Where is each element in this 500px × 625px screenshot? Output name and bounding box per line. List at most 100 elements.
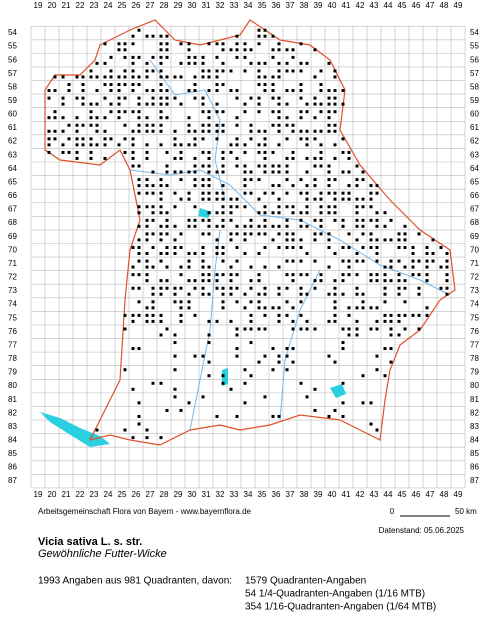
record-dot: [187, 279, 191, 283]
record-dot: [215, 129, 219, 133]
record-dot: [61, 102, 65, 106]
record-dot: [305, 211, 309, 215]
record-dot: [431, 259, 435, 263]
record-dot: [75, 96, 79, 100]
record-dot: [389, 265, 393, 269]
record-dot: [145, 102, 149, 106]
record-dot: [271, 123, 275, 127]
record-dot: [403, 232, 407, 236]
record-dot: [305, 184, 309, 188]
record-dot: [285, 259, 289, 263]
record-dot: [81, 123, 85, 127]
record-dot: [131, 273, 135, 277]
record-dot: [159, 61, 163, 65]
record-dot: [257, 211, 261, 215]
record-dot: [179, 170, 183, 174]
record-dot: [305, 143, 309, 147]
record-dot: [159, 83, 163, 87]
record-dot: [215, 42, 219, 46]
column-label: 30: [188, 1, 197, 10]
record-dot: [201, 96, 205, 100]
species-name: Vicia sativa L. s. str.: [38, 536, 142, 548]
record-dot: [243, 327, 247, 331]
record-dot: [159, 110, 163, 114]
record-dot: [151, 211, 155, 215]
record-dot: [299, 218, 303, 222]
row-label: 80: [8, 381, 17, 390]
column-label: 37: [286, 490, 295, 499]
record-dot: [355, 164, 359, 168]
record-dot: [173, 245, 177, 249]
column-label: 29: [174, 1, 183, 10]
record-dot: [327, 170, 331, 174]
record-dot: [207, 218, 211, 222]
record-dot: [243, 55, 247, 59]
record-dot: [201, 286, 205, 290]
record-dot: [285, 286, 289, 290]
row-label: 70: [8, 245, 17, 254]
record-dot: [137, 211, 141, 215]
record-dot: [333, 319, 337, 323]
record-dot: [145, 265, 149, 269]
record-dot: [327, 414, 331, 418]
record-dot: [207, 75, 211, 79]
record-dot: [333, 69, 337, 73]
record-dot: [165, 211, 169, 215]
record-dot: [341, 341, 345, 345]
record-dot: [151, 313, 155, 317]
record-dot: [375, 251, 379, 255]
record-dot: [291, 360, 295, 364]
record-dot: [151, 232, 155, 236]
record-dot: [151, 96, 155, 100]
record-dot: [291, 259, 295, 263]
record-dot: [403, 313, 407, 317]
record-dot: [201, 164, 205, 168]
record-dot: [271, 238, 275, 242]
record-dot: [243, 205, 247, 209]
common-name: Gewöhnliche Futter-Wicke: [38, 548, 167, 560]
record-dot: [299, 191, 303, 195]
record-dot: [47, 116, 51, 120]
record-dot: [165, 218, 169, 222]
record-dot: [327, 129, 331, 133]
record-dot: [313, 408, 317, 412]
record-dot: [431, 238, 435, 242]
record-dot: [341, 273, 345, 277]
record-dot: [131, 286, 135, 290]
record-dot: [159, 319, 163, 323]
record-dot: [355, 238, 359, 242]
record-dot: [215, 251, 219, 255]
record-dot: [137, 123, 141, 127]
record-dot: [173, 333, 177, 337]
record-dot: [151, 292, 155, 296]
scale-end: 50 km: [455, 507, 477, 516]
record-dot: [75, 150, 79, 154]
record-dot: [291, 205, 295, 209]
record-dot: [355, 205, 359, 209]
row-label: 65: [470, 177, 479, 186]
record-dot: [137, 224, 141, 228]
record-dot: [221, 197, 225, 201]
record-dot: [383, 313, 387, 317]
record-dot: [257, 83, 261, 87]
record-dot: [215, 191, 219, 195]
record-dot: [215, 102, 219, 106]
record-dot: [47, 89, 51, 93]
record-dot: [207, 273, 211, 277]
record-dot: [369, 238, 373, 242]
record-dot: [291, 273, 295, 277]
record-dot: [319, 83, 323, 87]
record-dot: [221, 205, 225, 209]
record-dot: [417, 232, 421, 236]
record-dot: [313, 178, 317, 182]
record-dot: [369, 306, 373, 310]
record-dot: [285, 191, 289, 195]
row-label: 65: [8, 177, 17, 186]
column-label: 42: [356, 490, 365, 499]
record-dot: [137, 273, 141, 277]
record-dot: [327, 61, 331, 65]
record-dot: [249, 327, 253, 331]
record-dot: [61, 150, 65, 154]
record-dot: [215, 286, 219, 290]
record-dot: [151, 205, 155, 209]
